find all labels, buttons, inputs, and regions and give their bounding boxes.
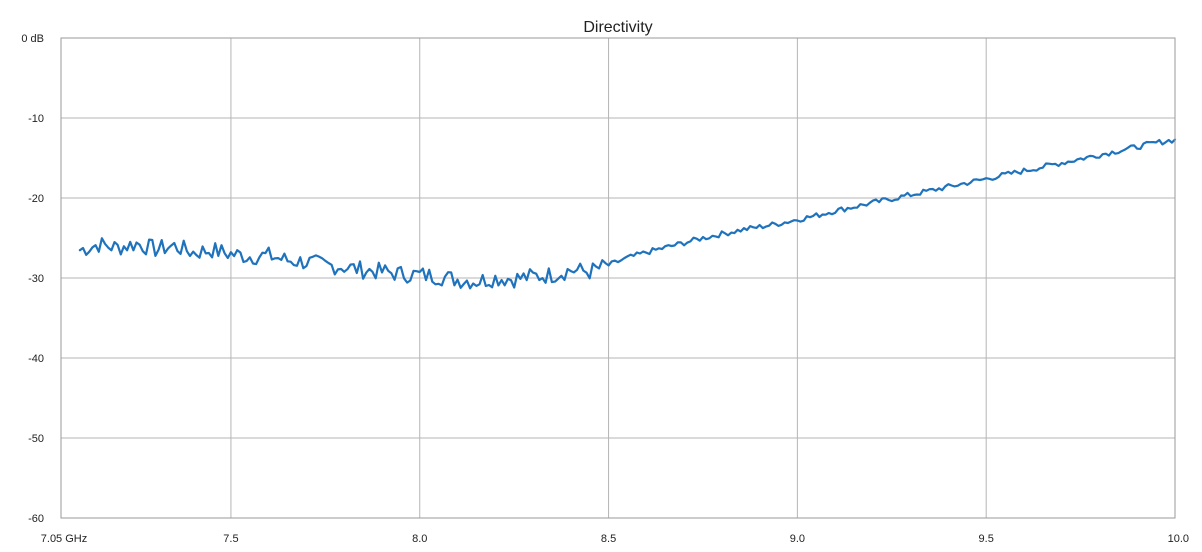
x-tick-label: 9.0: [790, 533, 805, 545]
y-tick-label: -50: [28, 433, 44, 445]
y-tick-label: -60: [28, 513, 44, 525]
x-tick-label: 7.5: [223, 533, 238, 545]
chart-title: Directivity: [583, 19, 652, 36]
y-tick-label: -10: [28, 113, 44, 125]
y-axis-tick-labels: 0 dB -10 -20 -30 -40 -50 -60: [21, 33, 44, 525]
plot-area-border: [60, 37, 1176, 519]
x-tick-label: 10.0: [1168, 533, 1189, 545]
x-tick-label: 8.0: [412, 533, 427, 545]
x-axis-tick-labels: 7.05 GHz 7.5 8.0 8.5 9.0 9.5 10.0: [41, 533, 1189, 545]
y-tick-label: -40: [28, 353, 44, 365]
series-line-directivity: [78, 138, 1177, 290]
x-tick-label: 8.5: [601, 533, 616, 545]
x-tick-label: 9.5: [979, 533, 994, 545]
y-tick-label: 0 dB: [21, 33, 44, 45]
y-tick-label: -20: [28, 193, 44, 205]
x-tick-label: 7.05 GHz: [41, 533, 87, 545]
y-tick-label: -30: [28, 273, 44, 285]
